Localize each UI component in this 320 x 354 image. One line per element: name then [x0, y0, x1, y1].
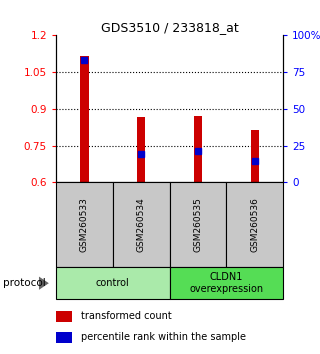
Bar — [80, 56, 89, 182]
Bar — [56, 332, 72, 343]
Bar — [56, 311, 72, 322]
Text: GSM260535: GSM260535 — [194, 197, 203, 252]
Bar — [56, 182, 113, 267]
Text: percentile rank within the sample: percentile rank within the sample — [81, 332, 246, 342]
Bar — [56, 267, 170, 299]
Bar — [170, 267, 283, 299]
Polygon shape — [39, 276, 49, 290]
Text: GSM260534: GSM260534 — [137, 198, 146, 252]
Text: control: control — [96, 278, 130, 288]
Bar — [251, 130, 259, 182]
Bar — [194, 116, 202, 182]
Bar — [137, 118, 146, 182]
Text: transformed count: transformed count — [81, 311, 172, 321]
Text: GSM260533: GSM260533 — [80, 197, 89, 252]
Bar — [170, 182, 227, 267]
Text: protocol: protocol — [3, 278, 46, 288]
Bar — [227, 182, 283, 267]
Text: GSM260536: GSM260536 — [250, 197, 259, 252]
Text: CLDN1
overexpression: CLDN1 overexpression — [189, 272, 263, 294]
Title: GDS3510 / 233818_at: GDS3510 / 233818_at — [101, 21, 238, 34]
Bar — [113, 182, 170, 267]
